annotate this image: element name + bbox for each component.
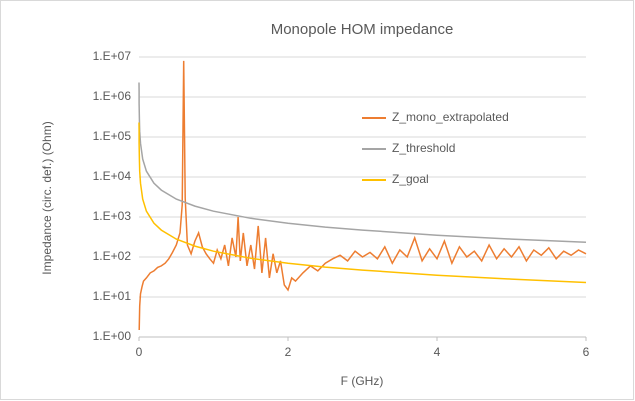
x-tick-label: 0 bbox=[136, 345, 143, 359]
series-line bbox=[138, 82, 587, 244]
y-tick-label: 1.E+05 bbox=[93, 129, 132, 143]
y-tick-label: 1.E+02 bbox=[93, 249, 132, 263]
legend-label: Z_goal bbox=[392, 172, 429, 186]
x-tick-label: 2 bbox=[285, 345, 292, 359]
series-line bbox=[138, 122, 587, 284]
y-tick-label: 1.E+04 bbox=[93, 169, 132, 183]
y-tick-label: 1.E+00 bbox=[93, 329, 132, 343]
y-tick-label: 1.E+03 bbox=[93, 209, 132, 223]
x-tick-label: 4 bbox=[434, 345, 441, 359]
legend-label: Z_mono_extrapolated bbox=[392, 110, 509, 124]
series-line bbox=[138, 60, 587, 331]
y-tick-label: 1.E+06 bbox=[93, 89, 132, 103]
x-axis-label: F (GHz) bbox=[341, 374, 384, 388]
x-tick-label: 6 bbox=[583, 345, 590, 359]
y-tick-label: 1.E+07 bbox=[93, 49, 132, 63]
y-axis-label: Impedance (circ. def.) (Ohm) bbox=[40, 121, 54, 274]
chart-title: Monopole HOM impedance bbox=[271, 21, 454, 38]
y-tick-label: 1.E+01 bbox=[93, 289, 132, 303]
legend-label: Z_threshold bbox=[392, 141, 455, 155]
